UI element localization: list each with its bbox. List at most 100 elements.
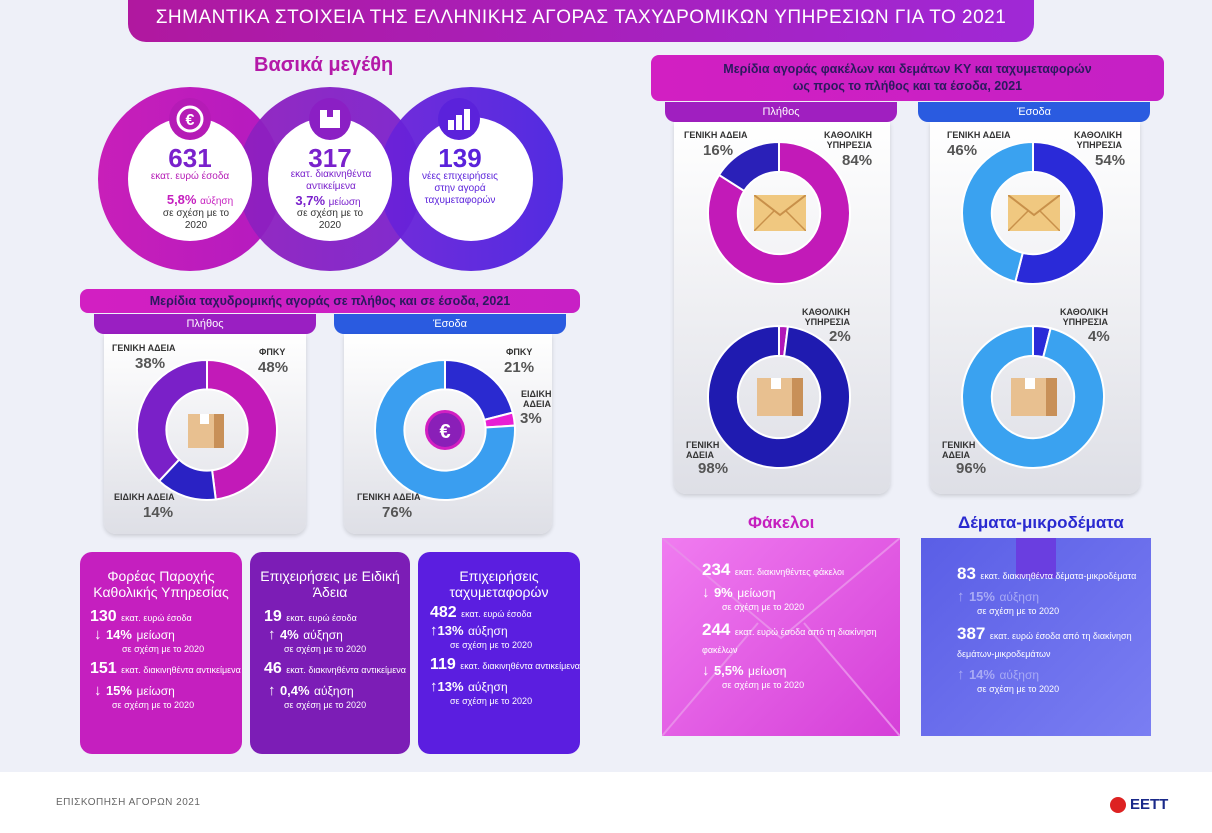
key-figures-circles: [98, 87, 563, 271]
lbl-universal-letters-count: ΚΑΘΟΛΙΚΗ ΥΠΗΡΕΣΙΑ: [823, 130, 872, 150]
lbl-special-count: ΕΙΔΙΚΗ ΑΔΕΙΑ: [114, 492, 175, 502]
box1-row2-change: 15%: [105, 683, 132, 698]
lbl-universal-parcels-revenue: ΚΑΘΟΛΙΚΗ ΥΠΗΡΕΣΙΑ: [1059, 307, 1108, 327]
kf1-label: εκατ. ευρώ έσοδα: [150, 171, 230, 182]
kf1-change: 5,8% αύξηση: [166, 192, 234, 207]
letters-row1-change: 9%: [713, 585, 733, 600]
arrow-down-icon: ↓: [702, 584, 710, 601]
pie-slice-γενικη-αδεια: [961, 324, 1105, 469]
parcel-box-icon: [1011, 378, 1057, 416]
kf3-value: 139: [438, 143, 482, 173]
lbl-special-revenue: ΕΙΔΙΚΗ ΑΔΕΙΑ: [521, 389, 552, 409]
kf1-note: σε σχέση με το 2020: [162, 208, 230, 231]
box1-row2-note: σε σχέση με το 2020: [112, 700, 195, 710]
letters-row2-text: εκατ. ευρώ έσοδα από τη διακίνηση φακέλω…: [702, 627, 877, 655]
box1-row2-value: 151: [90, 660, 117, 677]
footer-logo: ΕΕΤΤ: [1110, 796, 1168, 813]
lbl-general-revenue: ΓΕΝΙΚΗ ΑΔΕΙΑ: [357, 492, 421, 502]
box3-row1-note: σε σχέση με το 2020: [450, 640, 533, 650]
pct-general-revenue: 76%: [382, 504, 413, 521]
pct-special-revenue: 3%: [520, 410, 542, 427]
box-special-license: Επιχειρήσεις με Ειδική Άδεια 19 εκατ. ευ…: [250, 552, 410, 754]
lbl-fpky-count: ΦΠΚΥ: [259, 347, 286, 357]
eett-logo-icon: [1110, 796, 1126, 813]
box3-row1-word: αύξηση: [467, 624, 508, 638]
box-universal-provider: Φορέας Παροχής Καθολικής Υπηρεσίας 130 ε…: [80, 552, 242, 754]
box1-row1-text: εκατ. ευρώ έσοδα: [121, 613, 192, 623]
pie-slice-γενικη-αδεια: [961, 140, 1034, 283]
pie-slice-φπκυ: [206, 358, 278, 501]
pie-slice-γενικη-αδεια: [707, 324, 851, 469]
left-share-title: Μερίδια ταχυδρομικής αγοράς σε πλήθος κα…: [80, 289, 580, 313]
parcels-row1-word: αύξηση: [999, 590, 1040, 604]
lbl-general-parcels-revenue: ΓΕΝΙΚΗ ΑΔΕΙΑ: [942, 440, 976, 460]
svg-text:€: €: [439, 421, 450, 443]
bar-chart-icon: [438, 98, 480, 140]
pie-parcels-revenue: [961, 324, 1105, 469]
box1-title: Φορέας Παροχής Καθολικής Υπηρεσίας: [93, 568, 229, 600]
box1-row1-note: σε σχέση με το 2020: [122, 644, 205, 654]
box2-row2-text: εκατ. διακινηθέντα αντικείμενα: [286, 665, 406, 675]
parcels-row2-change: 14%: [968, 667, 995, 682]
envelope-icon: [1007, 194, 1061, 232]
right-count-card: [674, 122, 890, 494]
pie-letters-revenue: [961, 140, 1105, 285]
arrow-up-icon: ↑: [957, 666, 965, 683]
box3-row2-text: εκατ. διακινηθέντα αντικείμενα: [460, 661, 580, 671]
page-title: ΣΗΜΑΝΤΙΚΑ ΣΤΟΙΧΕΙΑ ΤΗΣ ΕΛΛΗΝΙΚΗΣ ΑΓΟΡΑΣ …: [128, 0, 1034, 42]
letters-row2-value: 244: [702, 620, 731, 639]
pct-special-count: 14%: [143, 504, 174, 521]
box1-row1-value: 130: [90, 608, 117, 625]
letters-row1-word: μείωση: [737, 586, 776, 600]
box-courier: Επιχειρήσεις ταχυμεταφορών 482 εκατ. ευρ…: [418, 552, 580, 754]
tab-right-count: Πλήθος: [665, 102, 897, 122]
box1-row2-word: μείωση: [136, 684, 175, 698]
pct-universal-parcels-count: 2%: [829, 328, 851, 345]
kf2-label: εκατ. διακινηθέντα αντικείμενα: [290, 169, 372, 192]
kf3-label: νέες επιχειρήσεις στην αγορά ταχυμεταφορ…: [422, 171, 498, 206]
box1-row1-change: 14%: [105, 627, 132, 642]
parcels-row1-note: σε σχέση με το 2020: [977, 606, 1060, 616]
arrow-down-icon: ↓: [702, 662, 710, 679]
arrow-up-icon: ↑: [268, 626, 276, 643]
parcels-row1-text: εκατ. διακινηθέντα δέματα-μικροδέματα: [980, 571, 1137, 581]
pie-left-revenue: [374, 358, 516, 501]
letters-row2-note: σε σχέση με το 2020: [722, 680, 805, 690]
box2-row2-note: σε σχέση με το 2020: [284, 700, 367, 710]
parcels-title: Δέματα-μικροδέματα: [958, 513, 1124, 532]
box2-row2-change: 0,4%: [279, 683, 310, 698]
box2-row1-change: 4%: [279, 627, 299, 642]
box3-row2-change: 13%: [437, 679, 464, 694]
svg-text:€: €: [186, 112, 195, 129]
lbl-fpky-revenue: ΦΠΚΥ: [506, 347, 533, 357]
letters-row1-value: 234: [702, 560, 731, 579]
lbl-universal-parcels-count: ΚΑΘΟΛΙΚΗ ΥΠΗΡΕΣΙΑ: [801, 307, 850, 327]
arrow-down-icon: ↓: [94, 626, 102, 643]
letters-row2-word: μείωση: [748, 664, 787, 678]
pie-letters-count: [707, 140, 851, 285]
box3-row1-text: εκατ. ευρώ έσοδα: [461, 609, 532, 619]
pct-general-letters-revenue: 46%: [947, 142, 978, 159]
pct-fpky-count: 48%: [258, 359, 289, 376]
euro-icon: €: [425, 410, 465, 450]
pie-slice-καθολικη-υπηρεσια: [1014, 140, 1105, 285]
box2-row2-word: αύξηση: [314, 684, 354, 698]
pie-slice-γενικη-αδεια: [136, 358, 208, 483]
parcels-panel: 83 εκατ. διακινηθέντα δέματα-μικροδέματα…: [921, 538, 1151, 736]
parcel-box-icon: [188, 414, 224, 448]
box2-row1-text: εκατ. ευρώ έσοδα: [286, 613, 357, 623]
box2-row1-note: σε σχέση με το 2020: [284, 644, 367, 654]
kf1-value: 631: [168, 143, 212, 173]
arrow-up-icon: ↑: [957, 588, 965, 605]
pie-slice-καθολικη-υπηρεσια: [707, 140, 851, 285]
footer-logo-text: ΕΕΤΤ: [1130, 796, 1169, 813]
parcel-box-icon: [309, 98, 351, 140]
kf2-value: 317: [308, 143, 352, 173]
pie-slice-γενικη-αδεια: [374, 358, 516, 501]
envelope-icon: [753, 194, 807, 232]
lbl-universal-letters-revenue: ΚΑΘΟΛΙΚΗ ΥΠΗΡΕΣΙΑ: [1073, 130, 1122, 150]
pct-general-letters-count: 16%: [703, 142, 734, 159]
box3-row1-change: 13%: [437, 623, 464, 638]
box3-row2-note: σε σχέση με το 2020: [450, 696, 533, 706]
arrow-up-icon: ↑: [268, 682, 276, 699]
